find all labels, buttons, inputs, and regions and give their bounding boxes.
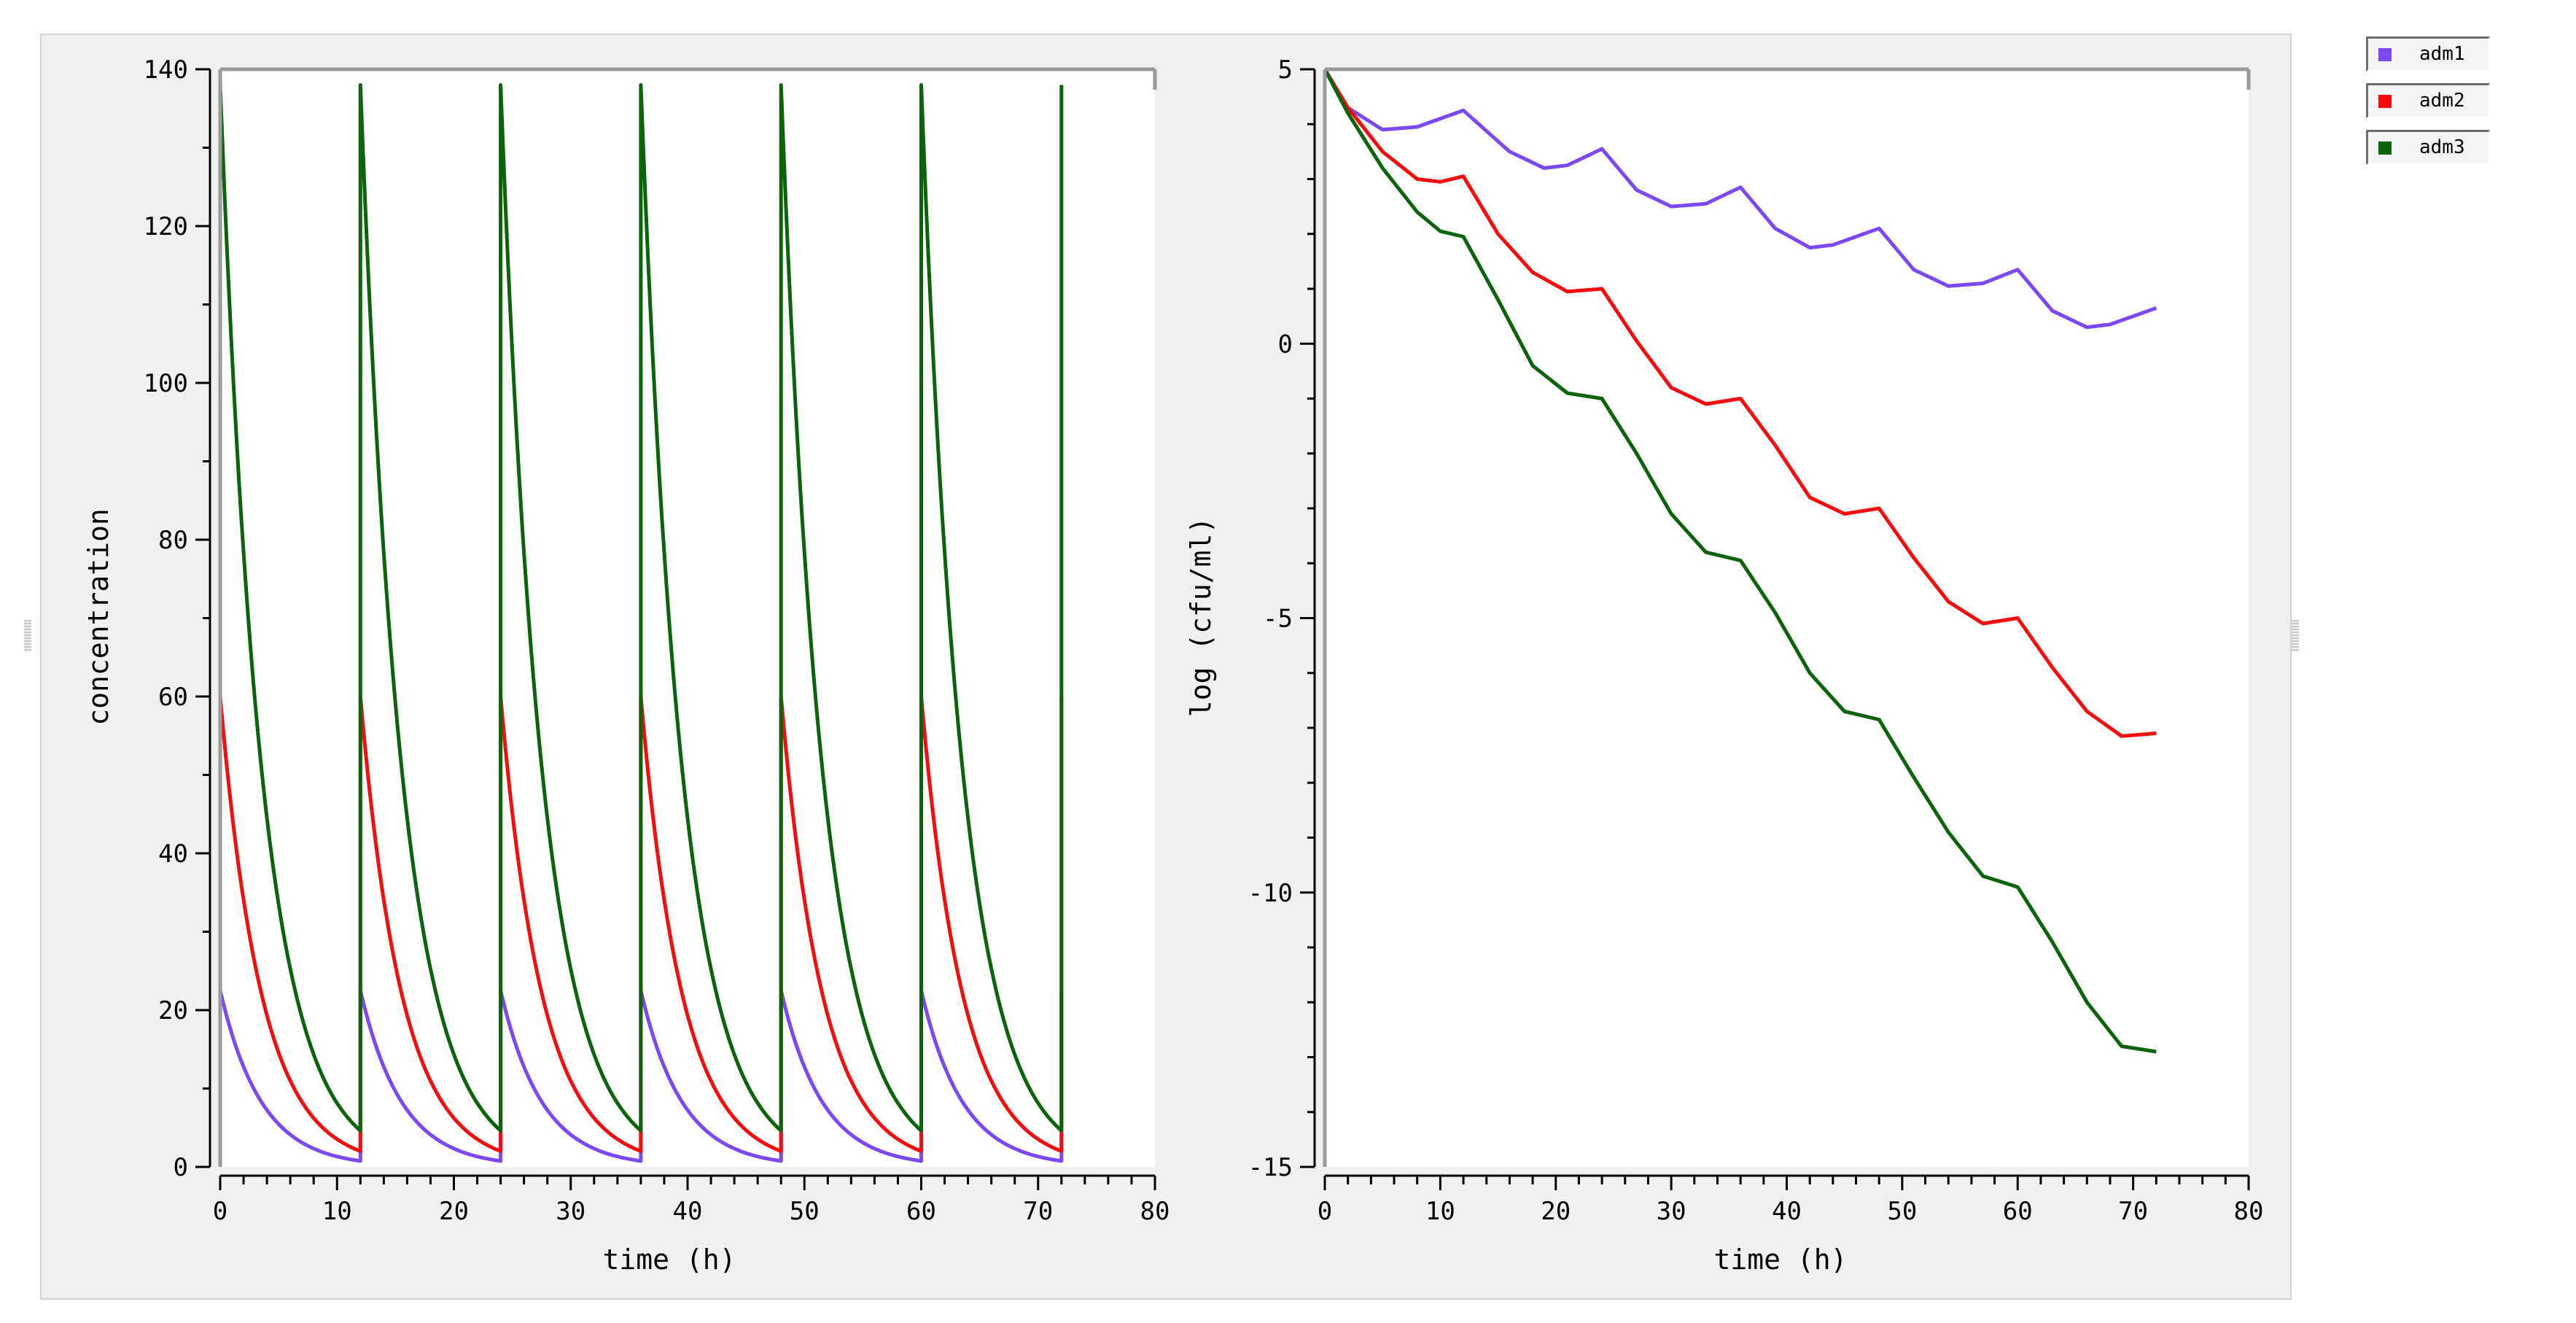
concentration-chart: 0 10 20 30 40 50 60 70 80 0 20 40 60 80 100 120 140 tim… [82, 55, 1170, 1276]
legend-swatch-adm3 [2378, 141, 2392, 155]
y-tick-label: 100 [144, 369, 188, 398]
x-tick-label: 60 [2003, 1197, 2033, 1226]
log-cfu-y-axis: -15 -10 -5 0 5 [1248, 55, 1316, 1182]
x-tick-label: 70 [1023, 1197, 1053, 1226]
y-tick-label: 5 [1278, 55, 1293, 85]
concentration-x-axis: 0 10 20 30 40 50 60 70 80 [213, 1174, 1170, 1226]
x-tick-label: 30 [556, 1197, 585, 1226]
y-tick-label: 80 [158, 526, 188, 555]
x-tick-label: 80 [2234, 1197, 2264, 1226]
right-splitter-handle[interactable] [2292, 620, 2299, 652]
concentration-y-axis: 0 20 40 60 80 100 120 140 [144, 55, 211, 1182]
y-tick-label: 60 [158, 683, 188, 712]
log-cfu-chart: 0 10 20 30 40 50 60 70 80 -15 -10 -5 0 5 time (h) lo… [1185, 55, 2263, 1276]
y-tick-label: 20 [158, 996, 188, 1025]
concentration-x-axis-title: time (h) [602, 1244, 736, 1276]
log-cfu-x-axis-title: time (h) [1713, 1244, 1847, 1276]
legend-item-adm2[interactable]: adm2 [2366, 83, 2490, 118]
left-splitter-handle[interactable] [24, 620, 31, 652]
log-cfu-series-group [1323, 68, 2157, 1054]
series-line-adm3 [218, 83, 1064, 1133]
x-tick-label: 20 [1541, 1197, 1571, 1226]
series-line-adm3 [1323, 68, 2157, 1054]
x-tick-label: 30 [1657, 1197, 1686, 1226]
legend-label-adm1: adm1 [2419, 43, 2465, 65]
y-tick-label: -5 [1263, 605, 1293, 634]
log-cfu-plot-frame [1323, 67, 2251, 1167]
y-tick-label: -10 [1248, 879, 1293, 908]
concentration-series-group [218, 83, 1064, 1163]
x-tick-label: 10 [322, 1197, 352, 1226]
concentration-y-axis-title: concentration [82, 508, 114, 725]
legend-item-adm3[interactable]: adm3 [2366, 130, 2490, 165]
legend: adm1 adm2 adm3 [2366, 36, 2490, 176]
legend-item-adm1[interactable]: adm1 [2366, 36, 2490, 71]
y-tick-label: -15 [1248, 1153, 1293, 1182]
legend-swatch-adm1 [2378, 48, 2392, 61]
x-tick-label: 80 [1140, 1197, 1170, 1226]
y-tick-label: 0 [174, 1153, 188, 1182]
x-tick-label: 0 [1318, 1197, 1332, 1226]
legend-label-adm2: adm2 [2419, 90, 2465, 112]
x-tick-label: 60 [906, 1197, 936, 1226]
concentration-plot-area [220, 69, 1155, 1167]
series-line-adm2 [1323, 68, 2157, 738]
y-tick-label: 140 [144, 55, 188, 85]
x-tick-label: 20 [439, 1197, 469, 1226]
series-line-adm1 [1323, 68, 2157, 330]
log-cfu-y-axis-title: log (cfu/ml) [1185, 517, 1217, 718]
log-cfu-x-axis: 0 10 20 30 40 50 60 70 80 [1318, 1174, 2264, 1226]
x-tick-label: 50 [790, 1197, 820, 1226]
x-tick-label: 50 [1887, 1197, 1917, 1226]
x-tick-label: 40 [1772, 1197, 1802, 1226]
y-tick-label: 0 [1278, 330, 1293, 359]
concentration-plot-frame [218, 67, 1157, 1167]
log-cfu-plot-area [1325, 69, 2249, 1167]
y-tick-label: 40 [158, 839, 188, 869]
x-tick-label: 0 [213, 1197, 227, 1226]
y-tick-label: 120 [144, 212, 188, 241]
x-tick-label: 40 [673, 1197, 703, 1226]
x-tick-label: 10 [1425, 1197, 1455, 1226]
legend-swatch-adm2 [2378, 95, 2392, 108]
x-tick-label: 70 [2118, 1197, 2148, 1226]
legend-label-adm3: adm3 [2419, 136, 2465, 158]
